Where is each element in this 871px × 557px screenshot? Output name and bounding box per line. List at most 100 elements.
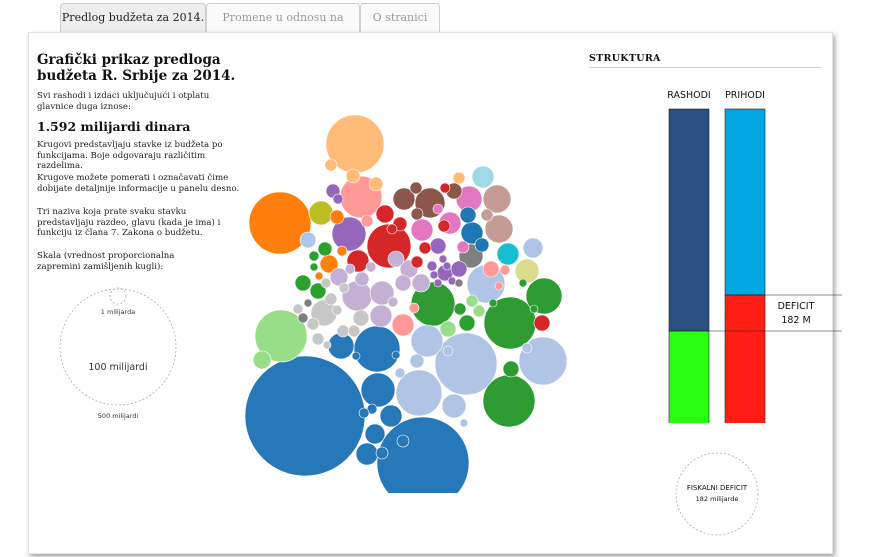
- budget-bubble[interactable]: [514, 258, 540, 284]
- budget-bubble[interactable]: [410, 218, 434, 242]
- budget-bubble[interactable]: [394, 274, 412, 292]
- budget-bubble[interactable]: [354, 271, 370, 287]
- budget-bubble[interactable]: [496, 242, 520, 266]
- budget-bubble[interactable]: [369, 304, 393, 328]
- budget-bubble[interactable]: [368, 176, 384, 192]
- budget-bubble[interactable]: [386, 223, 398, 235]
- budget-bubble[interactable]: [314, 271, 324, 281]
- budget-bubble[interactable]: [441, 393, 467, 419]
- budget-bubble[interactable]: [411, 273, 431, 293]
- budget-bubble[interactable]: [320, 277, 332, 289]
- budget-bubble[interactable]: [347, 324, 361, 338]
- budget-bubble[interactable]: [360, 372, 396, 408]
- budget-bubble[interactable]: [480, 208, 494, 222]
- budget-bubble[interactable]: [458, 314, 476, 332]
- budget-bubble[interactable]: [294, 274, 312, 292]
- budget-bubble[interactable]: [410, 255, 424, 269]
- budget-bubble[interactable]: [387, 296, 399, 308]
- budget-bubble[interactable]: [442, 261, 452, 271]
- budget-bubble[interactable]: [499, 264, 511, 276]
- budget-bubble[interactable]: [309, 282, 327, 300]
- tab-promene[interactable]: Promene u odnosu na 2013.: [206, 3, 360, 52]
- budget-bubble[interactable]: [529, 304, 539, 314]
- budget-bubble[interactable]: [450, 260, 468, 278]
- budget-bubble[interactable]: [518, 278, 528, 288]
- budget-bubble[interactable]: [494, 281, 504, 291]
- budget-bubble[interactable]: [391, 350, 401, 360]
- budget-bubble[interactable]: [488, 298, 498, 308]
- budget-bubble[interactable]: [429, 237, 447, 255]
- budget-bubble[interactable]: [309, 262, 319, 272]
- budget-bubble[interactable]: [317, 241, 333, 257]
- budget-bubble[interactable]: [336, 245, 348, 257]
- rashodi-bar-lower[interactable]: [668, 330, 710, 423]
- budget-bubble[interactable]: [410, 207, 424, 221]
- budget-bubble[interactable]: [375, 446, 389, 460]
- budget-bubble[interactable]: [248, 191, 312, 255]
- budget-bubble[interactable]: [438, 254, 448, 264]
- budget-bubble[interactable]: [387, 250, 405, 268]
- budget-bubble[interactable]: [429, 270, 439, 280]
- tab-predlog-budzeta[interactable]: Predlog budžeta za 2014.: [60, 3, 206, 33]
- budget-bubble[interactable]: [303, 298, 313, 308]
- budget-bubble[interactable]: [338, 282, 350, 294]
- budget-bubble[interactable]: [324, 292, 338, 306]
- budget-bubble[interactable]: [521, 342, 533, 354]
- budget-bubble[interactable]: [442, 345, 454, 357]
- budget-bubble[interactable]: [254, 309, 308, 363]
- tab-o-stranici[interactable]: O stranici: [360, 3, 440, 32]
- budget-bubble[interactable]: [329, 267, 349, 287]
- budget-bubble[interactable]: [482, 260, 500, 278]
- budget-bubble[interactable]: [439, 320, 457, 338]
- budget-bubble[interactable]: [391, 313, 415, 337]
- budget-bubble[interactable]: [329, 209, 345, 225]
- budget-bubble[interactable]: [360, 214, 374, 228]
- budget-bubble[interactable]: [474, 237, 490, 253]
- deficit-bar[interactable]: [724, 294, 766, 423]
- budget-bubble[interactable]: [459, 206, 477, 224]
- budget-bubble[interactable]: [376, 416, 470, 493]
- budget-bubble[interactable]: [355, 442, 379, 466]
- budget-bubble[interactable]: [454, 278, 464, 288]
- budget-bubble[interactable]: [522, 237, 544, 259]
- budget-bubble[interactable]: [456, 240, 470, 254]
- budget-bubble[interactable]: [410, 324, 444, 358]
- budget-bubble[interactable]: [394, 367, 406, 379]
- budget-bubble[interactable]: [482, 184, 512, 214]
- budget-bubble[interactable]: [471, 165, 495, 189]
- budget-bubble[interactable]: [297, 312, 309, 324]
- budget-bubble[interactable]: [336, 324, 350, 338]
- budget-bubble[interactable]: [344, 263, 356, 275]
- budget-bubble[interactable]: [324, 158, 338, 172]
- budget-bubble[interactable]: [408, 302, 420, 314]
- budget-bubble[interactable]: [418, 241, 432, 255]
- budget-bubble[interactable]: [395, 369, 443, 417]
- budget-bubble[interactable]: [299, 231, 317, 249]
- prihodi-bar[interactable]: [724, 108, 766, 296]
- budget-bubble[interactable]: [322, 340, 332, 350]
- budget-bubble[interactable]: [364, 423, 386, 445]
- budget-bubble[interactable]: [482, 374, 536, 428]
- budget-bubble[interactable]: [358, 407, 370, 419]
- budget-bubble[interactable]: [352, 309, 370, 327]
- budget-bubble[interactable]: [396, 434, 410, 448]
- budget-bubble[interactable]: [409, 181, 423, 195]
- budget-bubble[interactable]: [502, 360, 520, 378]
- budget-bubble[interactable]: [292, 303, 304, 315]
- budget-bubble[interactable]: [308, 250, 320, 262]
- budget-bubble[interactable]: [351, 351, 361, 361]
- budget-bubble[interactable]: [379, 404, 403, 428]
- budget-bubble[interactable]: [409, 353, 425, 369]
- budget-bubble[interactable]: [437, 219, 451, 233]
- budget-bubble[interactable]: [426, 260, 438, 272]
- budget-bubble-chart[interactable]: [239, 105, 579, 493]
- rashodi-bar[interactable]: [668, 108, 710, 332]
- budget-bubble[interactable]: [392, 187, 416, 211]
- budget-bubble[interactable]: [439, 182, 451, 194]
- budget-bubble[interactable]: [459, 418, 469, 428]
- budget-bubble[interactable]: [375, 204, 395, 224]
- budget-bubble[interactable]: [244, 355, 366, 477]
- budget-bubble[interactable]: [306, 317, 320, 331]
- budget-bubble[interactable]: [452, 171, 466, 185]
- budget-bubble[interactable]: [365, 261, 377, 273]
